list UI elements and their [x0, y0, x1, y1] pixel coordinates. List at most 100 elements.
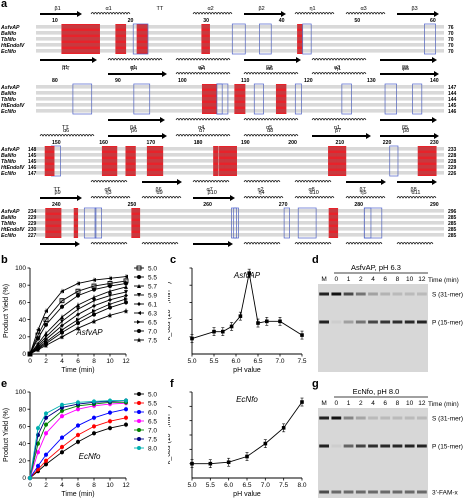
ss-label: η5 [361, 190, 367, 196]
arrow-head [75, 241, 80, 247]
time-label: Time (min) [428, 277, 459, 284]
ss-label: β4 [131, 66, 137, 72]
substrate-band [343, 292, 354, 296]
end-number: 285 [448, 233, 457, 239]
species-name: EcNfo [1, 49, 16, 55]
sequence-residues [36, 109, 444, 113]
start-number: 230 [28, 227, 37, 233]
arrow-head [228, 241, 233, 247]
legend-marker [137, 275, 141, 279]
panel-label-g: g [312, 378, 319, 390]
substrate-band [404, 416, 415, 420]
data-point [281, 426, 286, 430]
similar-column-box [302, 23, 312, 55]
ss-label: β3 [412, 6, 418, 12]
substrate-band [392, 416, 403, 420]
alignment-position-number: 120 [304, 78, 313, 84]
fam-band [392, 490, 403, 494]
lane-label: 10 [406, 400, 414, 407]
y-tick-label: 20 [19, 334, 27, 341]
alpha-helix-coil [243, 196, 284, 199]
legend-marker [137, 410, 141, 414]
species-name: AsfvAP [0, 209, 20, 215]
product-band [380, 320, 391, 324]
conserved-column-box [213, 146, 219, 176]
substrate-band [355, 416, 366, 420]
legend-label: 6.1 [148, 301, 157, 308]
arrow-head [177, 179, 182, 185]
lane-label: 1 [347, 276, 351, 283]
x-tick-label: 6 [76, 358, 80, 365]
y-tick-label: 100 [15, 389, 26, 396]
panel-label-c: c [170, 254, 177, 266]
x-axis-label: pH value [233, 491, 261, 498]
legend-label: 6.0 [148, 409, 157, 416]
ss-label-bottom: α7 [207, 187, 213, 193]
ss-label: β6 [131, 128, 137, 134]
substrate-band [343, 416, 354, 420]
alpha-helix-coil [345, 196, 386, 199]
species-name: HtEndoIV [1, 43, 25, 49]
similar-column-box [341, 83, 352, 115]
alpha-helix-coil [243, 242, 281, 245]
ss-label: β5 [403, 66, 409, 72]
product-band [331, 444, 342, 448]
series-line [29, 400, 127, 479]
alpha-helix-coil [90, 180, 128, 183]
y-axis-label: Product Yield (%) [3, 408, 10, 462]
x-axis-label: Time (min) [61, 491, 94, 498]
data-point [238, 314, 243, 318]
conserved-column-box [115, 24, 127, 54]
end-number: 285 [448, 215, 457, 221]
conserved-column-box [224, 146, 231, 176]
start-number: 145 [28, 153, 37, 159]
product-band [417, 444, 427, 448]
sequence-residues [36, 227, 444, 231]
arrow-head [432, 117, 437, 123]
conserved-column-box [201, 84, 217, 114]
product-band [331, 320, 342, 324]
chart-inner-title: EcNfo [79, 452, 101, 461]
legend-label: 6.5 [148, 319, 157, 326]
alpha-helix-coil [294, 12, 335, 15]
x-tick-label: 7.0 [261, 482, 270, 489]
similar-column-box [384, 83, 397, 115]
x-tick-label: 7.5 [297, 358, 306, 365]
conserved-column-box [73, 208, 79, 238]
alignment-position-number: 280 [354, 202, 363, 208]
series-line [29, 310, 127, 355]
gel-background [318, 408, 428, 498]
alpha-helix-coil [39, 134, 95, 137]
alignment-position-number: 60 [430, 18, 436, 24]
alpha-helix-coil [175, 118, 231, 121]
x-tick-label: 0 [28, 358, 32, 365]
lane-label: 4 [371, 276, 375, 283]
conserved-column-box [328, 208, 339, 238]
conserved-column-box [45, 208, 62, 238]
series-line [29, 408, 127, 479]
fam-band [404, 490, 415, 494]
legend-marker [137, 311, 141, 315]
marker-band-s [319, 292, 329, 296]
band-label: P (15-mer) [432, 320, 463, 327]
species-name: BaNfo [1, 215, 16, 221]
alignment-position-number: 20 [128, 18, 134, 24]
legend-label: 5.5 [148, 400, 157, 407]
product-band [392, 320, 403, 324]
y-tick-label: 40 [19, 317, 27, 324]
similar-column-box [297, 207, 317, 239]
marker-band-p [319, 444, 329, 448]
ss-label-bottom: α8 [309, 187, 315, 193]
panel-c-kobs-chart: 5.0 5.5 6.0 6.5 7.0 7.5 pH value k_obs (10⁻³,mi… [168, 267, 307, 374]
ss-label: η3 [106, 190, 112, 196]
conserved-column-box [297, 24, 303, 54]
ss-label-bottom: β1 [62, 65, 68, 71]
alignment-position-number: 220 [383, 140, 392, 146]
lane-label: 2 [359, 400, 363, 407]
legend-label: 5.0 [148, 265, 157, 272]
ss-label: α6 [63, 128, 69, 134]
alpha-helix-coil [345, 242, 383, 245]
conserved-column-box [328, 146, 337, 176]
ss-label: α2 [208, 6, 214, 12]
substrate-band [380, 416, 391, 420]
